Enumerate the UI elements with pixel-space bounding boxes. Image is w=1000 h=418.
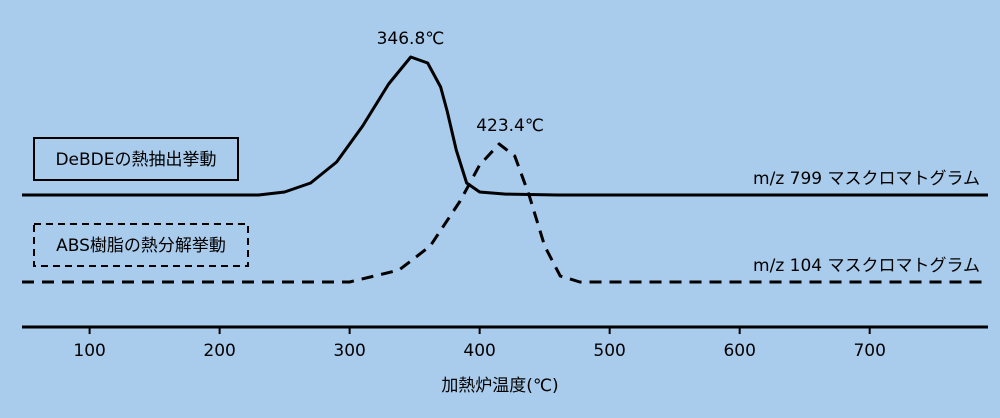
x-tick-label: 300 [333,341,365,361]
trace-label: m/z 104 マスクロマトグラム [753,256,980,276]
peak-label: 346.8℃ [377,29,445,49]
x-tick-label: 600 [723,341,755,361]
legend-label: ABS樹脂の熱分解挙動 [56,236,226,256]
trace-label: m/z 799 マスクロマトグラム [753,169,980,189]
x-tick-label: 100 [73,341,105,361]
peak-label: 423.4℃ [476,116,544,136]
x-tick-label: 400 [463,341,495,361]
legend-label: DeBDEの熱抽出挙動 [55,150,216,170]
x-tick-label: 500 [593,341,625,361]
x-tick-label: 200 [203,341,235,361]
x-tick-label: 700 [853,341,885,361]
x-axis-label: 加熱炉温度(℃) [441,376,558,396]
legend-box [33,137,239,181]
legend-box [33,223,249,267]
series-line [22,55,988,197]
series-line [22,142,988,284]
